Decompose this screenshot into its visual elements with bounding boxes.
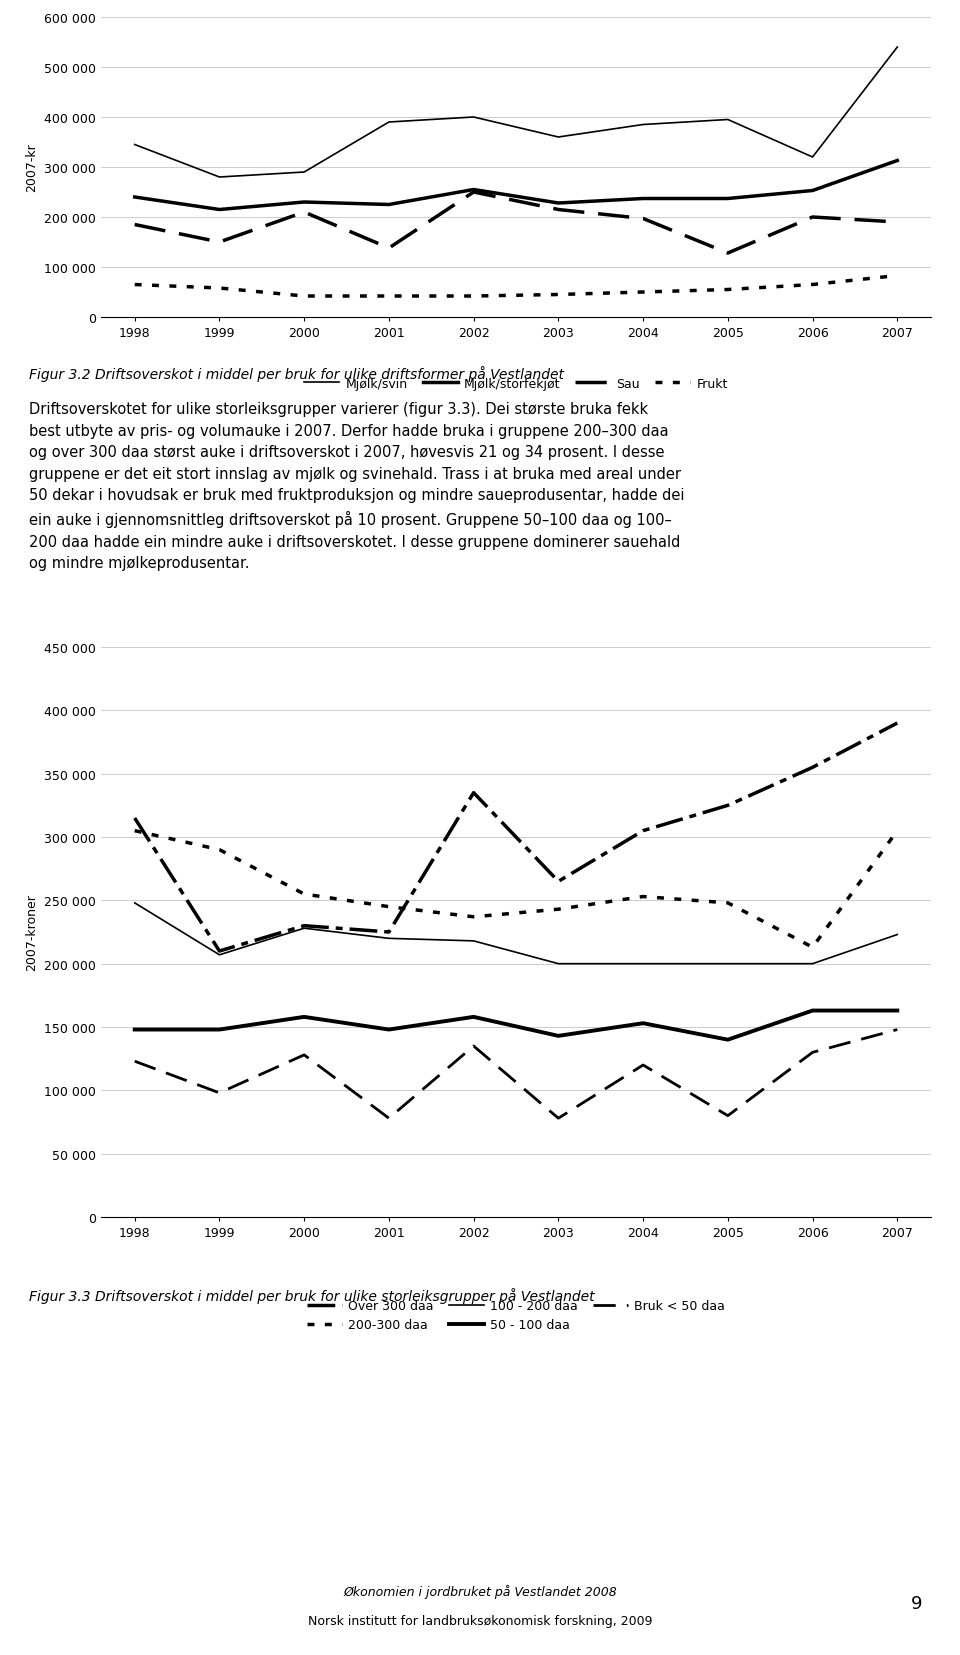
Legend: Over 300 daa, 200-300 daa, 100 - 200 daa, 50 - 100 daa, Bruk < 50 daa: Over 300 daa, 200-300 daa, 100 - 200 daa… [302,1294,730,1336]
Text: 9: 9 [911,1594,923,1612]
Y-axis label: 2007-kr: 2007-kr [25,144,38,192]
Y-axis label: 2007-kroner: 2007-kroner [26,894,38,971]
Text: Norsk institutt for landbruksøkonomisk forskning, 2009: Norsk institutt for landbruksøkonomisk f… [308,1614,652,1627]
Text: Figur 3.2 Driftsoverskot i middel per bruk for ulike driftsformer på Vestlandet: Figur 3.2 Driftsoverskot i middel per br… [29,366,564,382]
Legend: Mjølk/svin, Mjølk/storfekjøt, Sau, Frukt: Mjølk/svin, Mjølk/storfekjøt, Sau, Frukt [300,372,732,396]
Text: Økonomien i jordbruket på Vestlandet 2008: Økonomien i jordbruket på Vestlandet 200… [343,1584,617,1599]
Text: Driftsoverskotet for ulike storleiksgrupper varierer (figur 3.3). Dei største br: Driftsoverskotet for ulike storleiksgrup… [29,402,684,571]
Text: Figur 3.3 Driftsoverskot i middel per bruk for ulike storleiksgrupper på Vestlan: Figur 3.3 Driftsoverskot i middel per br… [29,1288,594,1302]
